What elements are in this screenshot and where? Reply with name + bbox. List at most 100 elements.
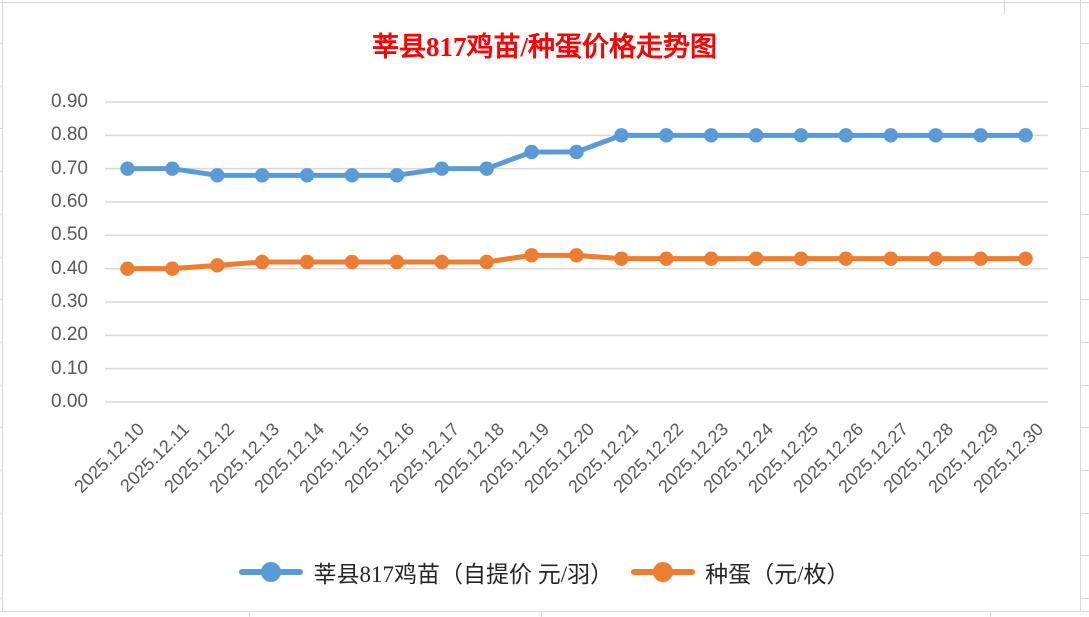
worksheet-gridline: [0, 2, 1089, 3]
worksheet-gridline: [1081, 385, 1089, 386]
worksheet-gridline: [1081, 128, 1089, 129]
worksheet-gridline: [541, 612, 542, 617]
data-point-marker[interactable]: [973, 251, 988, 266]
data-point-marker[interactable]: [120, 261, 135, 276]
data-point-marker[interactable]: [344, 168, 360, 183]
y-tick-label: 0.20: [51, 324, 88, 346]
worksheet-gridline: [0, 299, 2, 300]
worksheet-gridline: [1080, 0, 1081, 611]
worksheet-gridline: [1081, 513, 1089, 514]
y-tick-label: 0.50: [51, 224, 88, 246]
data-point-marker[interactable]: [973, 128, 988, 143]
worksheet-gridline: [1081, 171, 1089, 172]
data-point-marker[interactable]: [254, 168, 270, 183]
chart-title[interactable]: 莘县817鸡苗/种蛋价格走势图: [371, 32, 717, 62]
legend-line-marker-icon: [239, 561, 304, 583]
legend-label: 种蛋（元/枚）: [705, 562, 850, 587]
worksheet-gridline: [0, 385, 2, 386]
legend-item-egg-price[interactable]: 种蛋（元/枚）: [631, 555, 850, 589]
worksheet-gridline: [0, 470, 2, 471]
data-point-marker[interactable]: [569, 144, 584, 160]
data-point-marker[interactable]: [659, 251, 674, 266]
data-point-marker[interactable]: [299, 168, 315, 183]
y-tick-label: 0.40: [51, 257, 88, 279]
worksheet-gridline: [0, 513, 2, 514]
data-point-marker[interactable]: [389, 254, 405, 270]
data-point-marker[interactable]: [793, 251, 809, 266]
data-point-marker[interactable]: [210, 258, 225, 273]
worksheet-gridline: [1081, 555, 1089, 556]
y-tick-label: 0.00: [51, 391, 88, 412]
worksheet-gridline: [0, 257, 2, 258]
data-point-marker[interactable]: [434, 254, 449, 270]
worksheet-gridline: [0, 86, 2, 87]
worksheet-gridline: [1004, 0, 1005, 14]
data-point-marker[interactable]: [254, 254, 270, 270]
data-point-marker[interactable]: [659, 128, 674, 143]
worksheet-gridline: [0, 43, 2, 44]
worksheet-gridline: [0, 128, 2, 129]
data-point-marker[interactable]: [344, 254, 360, 270]
data-point-marker[interactable]: [748, 128, 764, 143]
y-tick-label: 0.10: [51, 357, 88, 379]
worksheet-gridline: [0, 598, 2, 599]
worksheet-gridline: [1081, 598, 1089, 599]
legend-item-chick-price[interactable]: 莘县817鸡苗（自提价 元/羽）: [239, 555, 613, 589]
worksheet-gridline: [249, 612, 250, 617]
worksheet-gridline: [1081, 470, 1089, 471]
data-point-marker[interactable]: [793, 128, 809, 143]
data-point-marker[interactable]: [524, 144, 539, 160]
data-point-marker[interactable]: [479, 161, 494, 176]
worksheet-gridline: [1081, 342, 1089, 343]
y-tick-label: 0.90: [51, 91, 88, 112]
series-0-line[interactable]: [120, 128, 1033, 183]
y-tick-label: 0.30: [51, 291, 88, 312]
data-point-marker[interactable]: [928, 251, 943, 266]
data-point-marker[interactable]: [704, 128, 719, 143]
data-point-marker[interactable]: [614, 128, 629, 143]
data-point-marker[interactable]: [838, 128, 854, 143]
data-point-marker[interactable]: [704, 251, 719, 266]
data-point-marker[interactable]: [434, 161, 449, 176]
data-point-marker[interactable]: [1018, 251, 1033, 266]
worksheet-gridline: [990, 612, 991, 617]
worksheet-gridline: [2, 0, 3, 611]
data-point-marker[interactable]: [524, 248, 539, 263]
data-point-marker[interactable]: [389, 168, 405, 183]
legend-label: 莘县817鸡苗（自提价 元/羽）: [313, 562, 614, 587]
data-point-marker[interactable]: [165, 161, 180, 176]
data-point-marker[interactable]: [479, 254, 494, 270]
worksheet-gridline: [1081, 299, 1089, 300]
legend-line-marker-icon: [631, 561, 696, 583]
data-point-marker[interactable]: [928, 128, 943, 143]
worksheet-gridline: [0, 427, 2, 428]
worksheet-gridline: [1081, 257, 1089, 258]
data-point-marker[interactable]: [614, 251, 629, 266]
data-point-marker[interactable]: [883, 251, 899, 266]
worksheet-gridline: [1081, 427, 1089, 428]
worksheet-gridline: [0, 214, 2, 215]
data-point-marker[interactable]: [165, 261, 180, 276]
worksheet-gridline: [1081, 214, 1089, 215]
data-point-marker[interactable]: [299, 254, 315, 270]
series-1-line[interactable]: [120, 248, 1033, 276]
chart-legend: 莘县817鸡苗（自提价 元/羽） 种蛋（元/枚）: [0, 550, 1089, 594]
y-tick-label: 0.60: [51, 191, 88, 212]
data-point-marker[interactable]: [120, 161, 135, 176]
y-tick-label: 0.80: [51, 124, 88, 146]
data-point-marker[interactable]: [210, 168, 225, 183]
y-tick-label: 0.70: [51, 157, 88, 179]
worksheet-gridline: [1081, 43, 1089, 44]
data-point-marker[interactable]: [883, 128, 899, 143]
worksheet-gridline: [0, 555, 2, 556]
data-point-marker[interactable]: [838, 251, 854, 266]
data-point-marker[interactable]: [748, 251, 764, 266]
worksheet-gridline: [1081, 86, 1089, 87]
data-point-marker[interactable]: [1018, 128, 1033, 143]
worksheet-gridline: [0, 611, 1089, 612]
worksheet-gridline: [0, 342, 2, 343]
worksheet-gridline: [0, 171, 2, 172]
data-point-marker[interactable]: [569, 248, 584, 263]
